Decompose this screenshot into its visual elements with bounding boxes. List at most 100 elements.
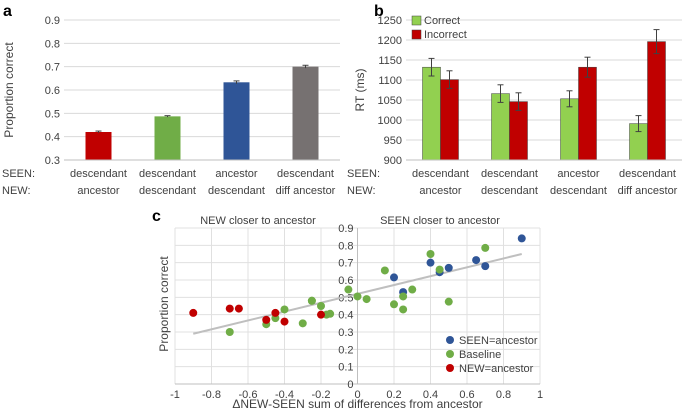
legend-marker-c [446, 364, 454, 372]
y-tick-label-a: 0.8 [45, 38, 60, 50]
point-c [380, 266, 389, 275]
category-new-label-a: diff ancestor [276, 185, 336, 197]
point-c [271, 308, 280, 317]
y-tick-label-c: 0.9 [338, 223, 353, 235]
y-tick-label-a: 0.5 [45, 108, 60, 120]
point-c [426, 258, 435, 267]
y-tick-label-b: 950 [384, 135, 402, 147]
category-seen-label-a: descendant [139, 168, 196, 180]
bar-b [491, 93, 510, 161]
y-axis-title-a: Proportion correct [2, 42, 16, 138]
row-label-seen-a: SEEN: [2, 168, 35, 180]
legend-label-c: SEEN=ancestor [459, 335, 538, 347]
legend-label-c: Baseline [459, 349, 501, 361]
category-seen-label-a: descendant [277, 168, 334, 180]
point-c [225, 304, 234, 313]
point-c [472, 256, 481, 265]
chart-a: a 0.3 0.4 0.5 0.6 0.7 0.8 0.9 Proportion correc… [2, 3, 340, 197]
x-tick-label-c: 0.6 [459, 389, 474, 401]
bar-b [560, 98, 579, 161]
y-tick-label-c: 0.2 [338, 344, 353, 356]
panel-label-c: c [152, 208, 161, 225]
point-c [353, 292, 362, 301]
y-tick-label-c: 0.3 [338, 327, 353, 339]
x-tick-label-c: 0.4 [423, 389, 438, 401]
x-tick-label-c: -0.6 [239, 389, 258, 401]
y-tick-label-a: 0.9 [45, 15, 60, 27]
x-axis-title-c: ΔNEW-SEEN sum of differences from ancest… [232, 397, 482, 411]
x-tick-label-c: -0.2 [312, 389, 331, 401]
category-seen-label-b: descendant [481, 168, 538, 180]
bar-b [647, 41, 666, 161]
category-seen-label-b: descendant [412, 168, 469, 180]
point-c [399, 292, 408, 301]
point-c [234, 304, 243, 313]
x-tick-label-c: -0.8 [202, 389, 221, 401]
y-tick-label-c: 0.6 [338, 275, 353, 287]
point-c [307, 296, 316, 305]
point-c [225, 328, 234, 336]
y-tick-label-a: 0.4 [45, 132, 60, 144]
legend-swatch-b [411, 15, 422, 26]
bar-b [422, 66, 441, 161]
y-tick-label-b: 1250 [378, 15, 402, 27]
row-label-new-a: NEW: [2, 185, 31, 197]
point-c [344, 285, 353, 294]
point-c [517, 234, 526, 243]
point-c [317, 302, 325, 310]
x-tick-label-c: 0 [354, 389, 360, 401]
category-new-label-b: descendant [481, 185, 538, 197]
y-tick-label-a: 0.3 [45, 155, 60, 167]
point-c [280, 305, 289, 314]
y-tick-label-b: 1150 [378, 55, 402, 67]
point-c [399, 305, 408, 314]
y-tick-label-c: 0.4 [338, 310, 353, 322]
bar-a [85, 132, 112, 160]
category-new-label-a: ancestor [77, 185, 120, 197]
point-c [362, 295, 371, 304]
bar-a [154, 116, 181, 160]
point-c [481, 243, 490, 252]
legend-marker-c [446, 350, 454, 358]
y-tick-label-a: 0.7 [45, 62, 60, 74]
y-tick-label-b: 1050 [378, 95, 402, 107]
category-seen-label-a: descendant [70, 168, 127, 180]
bar-b [440, 79, 459, 161]
y-tick-label-a: 0.6 [45, 85, 60, 97]
y-axis-title-b: RT (ms) [353, 69, 367, 112]
point-c [390, 273, 398, 282]
point-c [435, 265, 444, 274]
bar-b [578, 66, 597, 161]
bar-a [223, 82, 250, 160]
point-c [280, 317, 289, 326]
legend-label-b: Incorrect [424, 29, 467, 41]
x-tick-label-c: -0.4 [275, 389, 294, 401]
point-c [317, 310, 325, 319]
y-tick-label-b: 1000 [378, 115, 402, 127]
category-new-label-a: descendant [139, 185, 196, 197]
point-c [481, 262, 490, 271]
point-c [390, 300, 398, 309]
point-c [426, 250, 435, 258]
category-new-label-b: diff ancestor [618, 185, 678, 197]
x-tick-label-c: -1 [170, 389, 180, 401]
category-seen-label-b: descendant [619, 168, 676, 180]
panel-label-b: b [374, 3, 384, 20]
y-tick-label-b: 900 [384, 155, 402, 167]
panel-label-a: a [3, 3, 12, 20]
point-c [298, 319, 307, 328]
category-new-label-b: descendant [550, 185, 607, 197]
annotation-left-c: NEW closer to ancestor [200, 215, 316, 227]
legend-marker-c [446, 336, 454, 344]
x-tick-label-c: 0.8 [496, 389, 511, 401]
chart-c: c 0.10.20.30.40.50.60.70.80.9-1 -0.8 -0.6-… [152, 208, 543, 411]
point-c [408, 285, 417, 294]
point-c [444, 297, 453, 306]
y-tick-label-b: 1100 [378, 75, 402, 87]
chart-b: b 900 950 1000 1050 1100 1150 1200 1250 RT (ms) d… [347, 3, 682, 197]
point-c [189, 308, 198, 317]
bar-a [292, 66, 319, 160]
y-tick-label-b: 1200 [378, 35, 402, 47]
annotation-right-c: SEEN closer to ancestor [380, 215, 500, 227]
